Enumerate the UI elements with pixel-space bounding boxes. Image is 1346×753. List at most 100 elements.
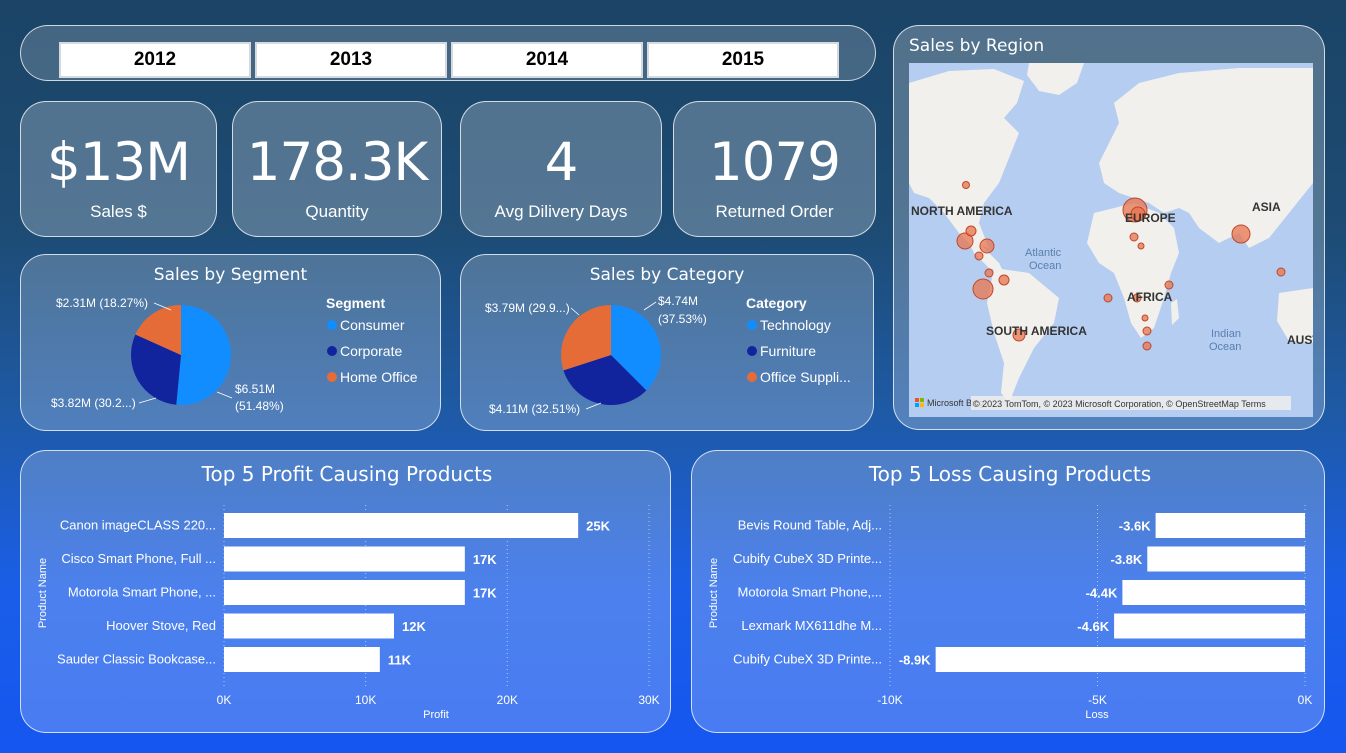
landmass-africa: [1087, 203, 1179, 338]
sales-bubble[interactable]: [962, 181, 970, 189]
landmass-australia: [1277, 288, 1313, 343]
profit-category-label: Hoover Stove, Red: [106, 618, 216, 633]
loss-bar[interactable]: [1122, 580, 1305, 605]
legend-dot-home-office: [327, 372, 337, 382]
profit-category-label: Canon imageCLASS 220...: [60, 518, 216, 533]
year-button-2015[interactable]: 2015: [647, 42, 839, 78]
profit-category-label: Cisco Smart Phone, Full ...: [61, 551, 216, 566]
map-title: Sales by Region: [909, 36, 1045, 56]
category-legend-title: Category: [746, 295, 807, 311]
segment-label-consumer: $6.51M: [235, 382, 275, 396]
sales-bubble[interactable]: [979, 238, 995, 254]
sales-bubble[interactable]: [1103, 293, 1113, 303]
segment-chart-title: Sales by Segment: [153, 265, 308, 285]
sales-bubble[interactable]: [974, 251, 984, 261]
sales-bubble[interactable]: [1164, 280, 1174, 290]
segment-pie-chart: $2.31M (18.27%) $3.82M (30.2...) $6.51M …: [51, 295, 418, 413]
year-button-2013[interactable]: 2013: [255, 42, 447, 78]
profit-bar[interactable]: [224, 613, 394, 639]
profit-tick-label: 10K: [355, 693, 376, 707]
loss-bar-chart: Top 5 Loss Causing Products Product Name…: [708, 462, 1312, 721]
landmass-central-america: [964, 233, 1004, 273]
sales-bubble[interactable]: [1012, 328, 1026, 342]
sales-bubble[interactable]: [1137, 242, 1145, 250]
kpi-card-sales: $13M Sales $: [20, 101, 217, 237]
map-label-indian: Indian: [1211, 328, 1241, 340]
sales-bubble[interactable]: [1276, 267, 1286, 277]
profit-value-label: 17K: [473, 586, 497, 601]
legend-item-consumer[interactable]: Consumer: [340, 317, 405, 333]
year-slicer: 2012 2013 2014 2015: [20, 25, 876, 81]
loss-bar[interactable]: [935, 647, 1305, 672]
map-bubbles: [956, 181, 1286, 351]
profit-tick-label: 20K: [497, 693, 518, 707]
map-label-africa: AFRICA: [1127, 290, 1173, 304]
kpi-label: Quantity: [305, 202, 369, 221]
sales-bubble[interactable]: [1141, 314, 1149, 322]
sales-by-segment-card: Sales by Segment $2.31M (18.27%) $3.82M …: [20, 254, 441, 431]
sales-bubble[interactable]: [972, 278, 994, 300]
attribution-bg: [971, 396, 1291, 410]
legend-item-furniture[interactable]: Furniture: [760, 343, 816, 359]
landmass-madagascar: [1171, 299, 1179, 325]
profit-value-label: 25K: [586, 519, 610, 534]
map-attribution[interactable]: © 2023 TomTom, © 2023 Microsoft Corporat…: [973, 399, 1266, 409]
legend-item-corporate[interactable]: Corporate: [340, 343, 402, 359]
sales-bubble[interactable]: [1142, 326, 1152, 336]
loss-bar[interactable]: [1114, 613, 1305, 639]
sales-by-category-card: Sales by Category $3.79M (29.9...) $4.74…: [460, 254, 874, 431]
year-button-2014[interactable]: 2014: [451, 42, 643, 78]
sales-bubble[interactable]: [1231, 224, 1251, 244]
profit-bar[interactable]: [224, 580, 465, 605]
category-label-technology: $4.74M: [658, 294, 698, 308]
kpi-value: $13M: [47, 132, 191, 193]
profit-category-label: Motorola Smart Phone, ...: [68, 585, 216, 600]
segment-slice-home-office[interactable]: [135, 305, 181, 355]
landmass-eurasia: [1099, 68, 1313, 248]
profit-bar[interactable]: [224, 546, 465, 572]
category-pie-chart: $3.79M (29.9...) $4.74M (37.53%) $4.11M …: [485, 294, 851, 416]
sales-bubble[interactable]: [1129, 232, 1139, 242]
segment-slice-corporate[interactable]: [130, 334, 181, 405]
kpi-card-returned-orders: 1079 Returned Order: [673, 101, 876, 237]
profit-bar[interactable]: [224, 513, 579, 538]
sales-bubble[interactable]: [1142, 341, 1152, 351]
category-slice-technology[interactable]: [611, 305, 661, 391]
sales-bubble[interactable]: [956, 232, 974, 250]
landmass-north-america: [909, 69, 1024, 248]
category-slice-office-suppli[interactable]: [561, 305, 611, 371]
legend-dot-furniture: [747, 346, 757, 356]
kpi-value: 4: [544, 132, 579, 193]
top-profit-products-card: Top 5 Profit Causing Products Product Na…: [20, 450, 671, 733]
loss-bar[interactable]: [1147, 546, 1305, 572]
loss-category-label: Cubify CubeX 3D Printe...: [733, 652, 882, 667]
sales-bubble[interactable]: [1132, 293, 1142, 303]
segment-slice-consumer[interactable]: [176, 305, 232, 405]
profit-bar-chart: Top 5 Profit Causing Products Product Na…: [37, 462, 660, 721]
sales-bubble[interactable]: [1130, 206, 1146, 222]
sales-bubble[interactable]: [965, 225, 977, 237]
loss-y-axis-label: Product Name: [708, 558, 720, 628]
kpi-label: Avg Dilivery Days: [494, 202, 628, 221]
category-label-office-supplies: $3.79M (29.9...): [485, 301, 570, 315]
segment-legend-title: Segment: [326, 295, 385, 311]
profit-category-label: Sauder Classic Bookcase...: [57, 652, 216, 667]
category-label-technology-pct: (37.53%): [658, 312, 707, 326]
map-label-atlantic-ocean: Ocean: [1029, 260, 1061, 272]
loss-bar[interactable]: [1155, 513, 1305, 538]
sales-bubble[interactable]: [984, 268, 994, 278]
sales-map[interactable]: NORTH AMERICA EUROPE ASIA AFRICA SOUTH A…: [909, 63, 1313, 417]
legend-item-home-office[interactable]: Home Office: [340, 369, 418, 385]
legend-item-office-supplies[interactable]: Office Suppli...: [760, 369, 851, 385]
legend-dot-corporate: [327, 346, 337, 356]
legend-item-technology[interactable]: Technology: [760, 317, 831, 333]
profit-tick-label: 0K: [217, 693, 232, 707]
sales-bubble[interactable]: [998, 274, 1010, 286]
category-slice-furniture[interactable]: [563, 355, 647, 405]
loss-category-label: Cubify CubeX 3D Printe...: [733, 551, 882, 566]
profit-bar[interactable]: [224, 647, 380, 672]
loss-value-label: -4.6K: [1077, 619, 1109, 634]
year-button-2012[interactable]: 2012: [59, 42, 251, 78]
landmass-greenland: [1027, 63, 1084, 95]
segment-label-consumer-pct: (51.48%): [235, 399, 284, 413]
